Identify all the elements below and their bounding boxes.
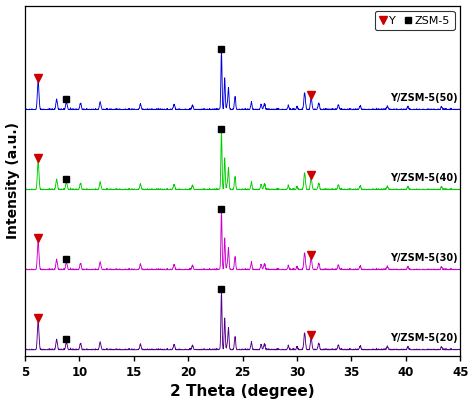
Legend: Y, ZSM-5: Y, ZSM-5 xyxy=(375,11,455,30)
Text: Y/ZSM-5(30): Y/ZSM-5(30) xyxy=(391,253,458,263)
Text: Y/ZSM-5(20): Y/ZSM-5(20) xyxy=(391,333,458,343)
X-axis label: 2 Theta (degree): 2 Theta (degree) xyxy=(170,384,315,399)
Text: Y/ZSM-5(40): Y/ZSM-5(40) xyxy=(391,173,458,183)
Y-axis label: Intensity (a.u.): Intensity (a.u.) xyxy=(6,122,19,239)
Text: Y/ZSM-5(50): Y/ZSM-5(50) xyxy=(391,93,458,103)
